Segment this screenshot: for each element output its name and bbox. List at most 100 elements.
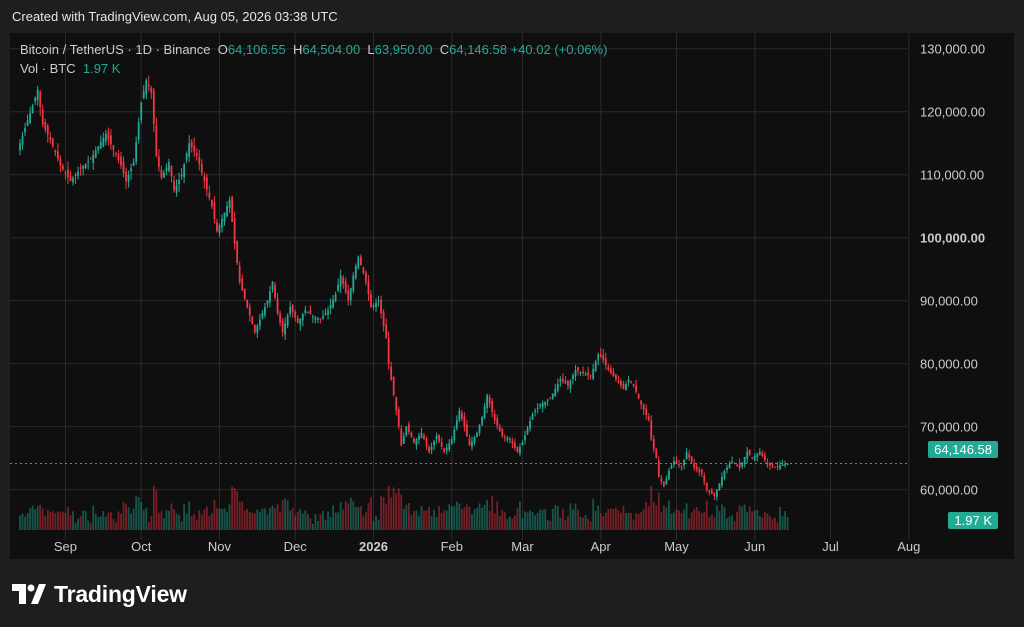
chart-panel[interactable]: 60,000.00 70,000.00 80,000.00 90,000.00 100,… [10,33,1014,559]
created-with-label: Created with TradingView.com, Aug 05, 20… [12,9,338,24]
volume-bar [774,517,776,530]
candle-body [612,372,615,377]
candle-body [491,400,494,412]
volume-bar [705,500,708,530]
volume-bar [241,501,244,530]
candle-body [544,401,547,406]
volume-bar [117,511,120,530]
candles [19,75,789,501]
volume-bar [420,506,423,530]
volume-bar [301,513,304,530]
candle-body [150,87,153,93]
candle-body [420,432,423,438]
candle-body [660,478,663,482]
x-tick-label: Jul [822,539,839,554]
volume-bar [92,505,95,530]
candle-body [784,463,786,466]
candle-body [642,404,645,410]
candle-body [41,109,44,125]
candle-body [183,164,186,178]
volume-bar [748,506,751,530]
volume-bar [556,506,559,530]
candle-body [137,122,140,140]
candle-body [556,384,559,391]
candle-body [56,151,59,159]
candle-body [524,435,526,441]
candle-body [668,470,670,480]
volume-bar [473,509,476,530]
candle-body [463,416,466,427]
volume-bar [690,512,693,530]
volume-bar [519,501,521,530]
candle-body [372,304,375,307]
volume-bar [440,513,443,530]
volume-bar [496,501,499,530]
candle-body [723,470,726,479]
volume-bar [248,512,251,530]
candle-body [163,172,165,178]
candle-body [683,459,685,466]
volume-bar [74,522,77,530]
volume-bar [213,499,216,530]
candle-body [574,369,577,377]
volume-bar [756,510,759,530]
candle-body [281,320,284,333]
candle-body [458,410,461,421]
volume-bar [718,511,721,530]
volume-bar [443,510,446,530]
candle-body [243,288,246,299]
volume-bar [112,519,115,530]
volume-bar [567,516,569,530]
volume-bar [733,521,736,530]
candle-body [652,438,655,449]
volume-bar [89,522,92,530]
y-tick-label: 60,000.00 [920,483,978,498]
candle-body [440,442,443,447]
candle-body [84,163,87,169]
volume-bar [786,517,789,530]
candle-body [370,294,372,307]
candle-body [357,256,360,269]
candle-body [241,278,244,291]
volume-bar [397,488,400,530]
candle-body [216,222,218,232]
volume-bar [395,493,398,530]
price-chart[interactable]: 60,000.00 70,000.00 80,000.00 90,000.00 100,… [10,33,1014,559]
candle-body [349,288,352,301]
candle-body [248,306,251,316]
tradingview-logo[interactable]: TradingView [12,580,187,608]
volume-bar [645,501,648,530]
candle-body [34,97,37,102]
x-tick-label: May [664,539,689,554]
volume-bar [195,519,198,530]
volume-bar [673,512,675,530]
volume-label: Vol · BTC [20,61,76,76]
volume-bar [380,495,382,530]
volume-bar [349,497,352,530]
volume-bar [657,492,660,530]
volume-bar [155,489,158,530]
volume-bar [359,506,362,530]
candle-body [130,168,132,172]
candle-body [758,451,761,455]
volume-bar [738,505,741,530]
volume-bar [498,515,501,530]
volume-bar [758,515,761,530]
candle-body [582,371,584,374]
candle-body [125,171,127,182]
candle-body [168,162,170,171]
candle-body [445,447,448,451]
volume-bar [743,504,746,530]
volume-bar [327,511,329,530]
candle-body [342,277,345,284]
candle-body [147,84,150,87]
volume-bar [291,508,294,530]
volume-bar [102,510,105,530]
candle-body [327,310,329,315]
candle-body [117,153,120,161]
volume-bar [157,512,160,530]
candle-body [385,324,388,339]
volume-bar [312,523,314,530]
candle-body [223,212,226,222]
candle-body [703,475,706,482]
